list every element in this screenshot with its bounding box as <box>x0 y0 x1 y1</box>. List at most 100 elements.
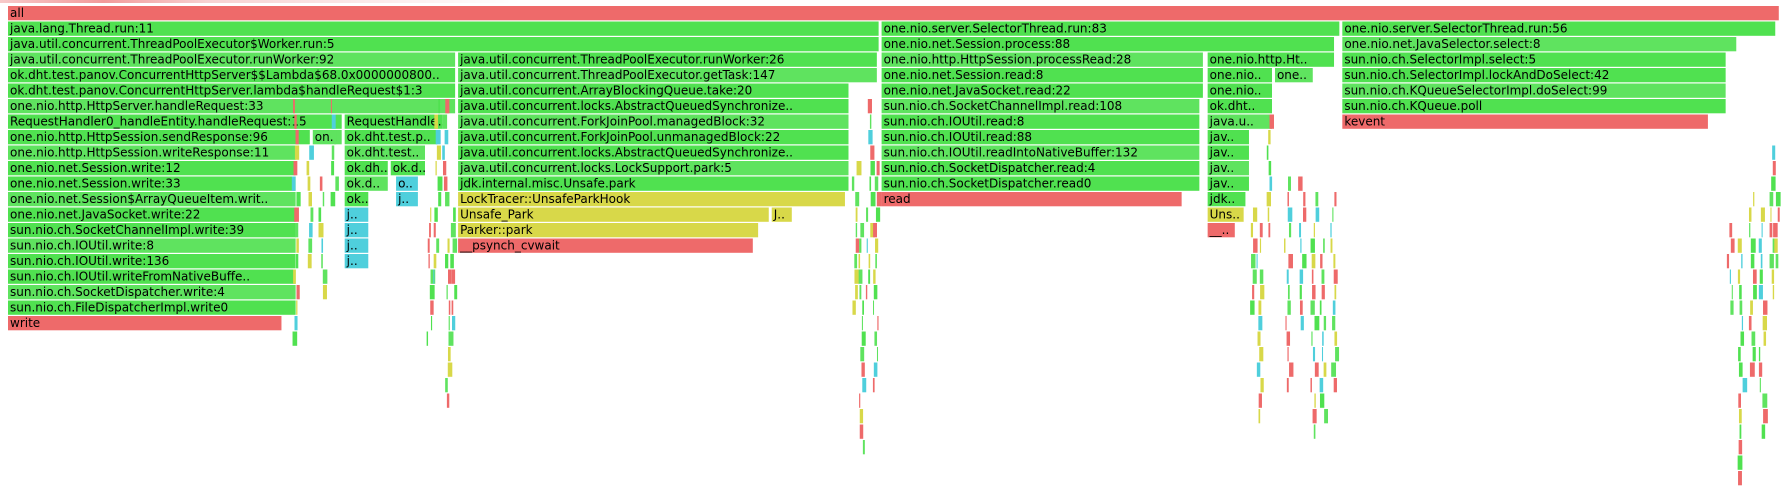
frame-68[interactable]: jav.. <box>1207 145 1249 160</box>
frame-65[interactable]: ok.dht.. <box>1207 99 1273 114</box>
frame-63[interactable]: one.. <box>1274 68 1313 83</box>
sliver-19-7 <box>1321 347 1324 362</box>
frame-72[interactable]: Uns.. <box>1207 207 1244 222</box>
frame-45[interactable]: Unsafe_Park <box>458 207 769 222</box>
frame-40[interactable]: java.util.concurrent.ForkJoinPool.unmana… <box>458 130 849 145</box>
frame-rect <box>1207 145 1249 160</box>
frame-15[interactable]: sun.nio.ch.IOUtil.write:8 <box>8 238 296 253</box>
frame-67[interactable]: jav.. <box>1207 130 1249 145</box>
frame-26[interactable]: ok.d.. <box>390 161 426 176</box>
frame-rect <box>8 161 296 176</box>
frame-24[interactable]: ok.dht.test.. <box>344 145 425 160</box>
frame-41[interactable]: java.util.concurrent.locks.AbstractQueue… <box>458 145 849 160</box>
frame-31[interactable]: j.. <box>344 238 369 253</box>
frame-76[interactable]: sun.nio.ch.SelectorImpl.select:5 <box>1342 52 1726 67</box>
frame-27[interactable]: ok.d.. <box>344 176 388 191</box>
frame-57[interactable]: sun.nio.ch.IOUtil.readIntoNativeBuffer:1… <box>881 145 1200 160</box>
frame-77[interactable]: sun.nio.ch.SelectorImpl.lockAndDoSelect:… <box>1342 68 1726 83</box>
frame-12[interactable]: one.nio.net.Session$ArrayQueueItem.writ.… <box>8 192 296 207</box>
frame-42[interactable]: java.util.concurrent.locks.LockSupport.p… <box>458 161 849 176</box>
frame-3[interactable]: java.util.concurrent.ThreadPoolExecutor.… <box>8 52 456 67</box>
frame-11[interactable]: one.nio.net.Session.write:33 <box>8 176 296 191</box>
frame-13[interactable]: one.nio.net.JavaSocket.write:22 <box>8 207 296 222</box>
frame-label: one.nio.http.HttpSession.sendResponse:96 <box>10 130 268 144</box>
frame-80[interactable]: kevent <box>1342 114 1708 129</box>
frame-16[interactable]: sun.nio.ch.IOUtil.write:136 <box>8 254 296 269</box>
frame-59[interactable]: sun.nio.ch.SocketDispatcher.read0 <box>881 176 1200 191</box>
sliver-22-13 <box>1738 440 1743 455</box>
frame-18[interactable]: sun.nio.ch.SocketDispatcher.write:4 <box>8 285 296 300</box>
frame-44[interactable]: LockTracer::UnsafeParkHook <box>458 192 845 207</box>
frame-54[interactable]: sun.nio.ch.SocketChannelImpl.read:108 <box>881 99 1200 114</box>
frame-25[interactable]: ok.dh.. <box>344 161 388 176</box>
sliver-10-5 <box>862 300 864 315</box>
sliver-25-4 <box>1770 207 1772 222</box>
frame-21[interactable]: on.. <box>312 130 342 145</box>
frame-78[interactable]: sun.nio.ch.KQueueSelectorImpl.doSelect:9… <box>1342 83 1726 98</box>
frame-2[interactable]: java.util.concurrent.ThreadPoolExecutor$… <box>8 37 879 52</box>
frame-46[interactable]: J.. <box>771 207 792 222</box>
frame-rect <box>8 21 879 36</box>
frame-47[interactable]: Parker::park <box>458 223 759 238</box>
frame-53[interactable]: one.nio.net.JavaSocket.read:22 <box>881 83 1203 98</box>
frame-rect <box>881 176 1200 191</box>
frame-28[interactable]: ok.. <box>344 192 369 207</box>
frame-75[interactable]: one.nio.net.JavaSelector.select:8 <box>1342 37 1737 52</box>
frame-17[interactable]: sun.nio.ch.IOUtil.writeFromNativeBuffe.. <box>8 269 296 284</box>
sliver-11-0 <box>867 99 872 114</box>
frame-32[interactable]: j.. <box>344 254 369 269</box>
frame-35[interactable]: java.util.concurrent.ThreadPoolExecutor.… <box>458 52 877 67</box>
frame-rect <box>881 161 1200 176</box>
frame-70[interactable]: jav.. <box>1207 176 1249 191</box>
sliver-18-7 <box>1310 300 1315 315</box>
sliver-2-6 <box>322 269 328 284</box>
frame-52[interactable]: one.nio.net.Session.read:8 <box>881 68 1203 83</box>
frame-14[interactable]: sun.nio.ch.SocketChannelImpl.write:39 <box>8 223 296 238</box>
frame-33[interactable]: o.. <box>396 176 418 191</box>
frame-label: ok.. <box>347 192 369 206</box>
frame-61[interactable]: one.nio.http.Ht.. <box>1207 52 1335 67</box>
frame-56[interactable]: sun.nio.ch.IOUtil.read:88 <box>881 130 1200 145</box>
frame-50[interactable]: one.nio.net.Session.process:88 <box>881 37 1335 52</box>
frame-4[interactable]: ok.dht.test.panov.ConcurrentHttpServer$$… <box>8 68 456 83</box>
frame-19[interactable]: sun.nio.ch.FileDispatcherImpl.write0 <box>8 300 296 315</box>
sliver-17-5 <box>1302 254 1307 269</box>
frame-69[interactable]: jav.. <box>1207 161 1249 176</box>
frame-34[interactable]: j.. <box>396 192 418 207</box>
frame-22[interactable]: RequestHandle.. <box>344 114 446 129</box>
frame-51[interactable]: one.nio.http.HttpSession.processRead:28 <box>881 52 1203 67</box>
frame-62[interactable]: one.nio.. <box>1207 68 1273 83</box>
sliver-12-7 <box>873 269 876 284</box>
frame-58[interactable]: sun.nio.ch.SocketDispatcher.read:4 <box>881 161 1200 176</box>
frame-66[interactable]: java.u.. <box>1207 114 1273 129</box>
frame-74[interactable]: one.nio.server.SelectorThread.run:56 <box>1342 21 1776 36</box>
frame-0[interactable]: all <box>8 6 1779 21</box>
frame-8[interactable]: one.nio.http.HttpSession.sendResponse:96 <box>8 130 310 145</box>
frame-rect <box>1342 21 1776 36</box>
frame-7[interactable]: RequestHandler0_handleEntity.handleReque… <box>8 114 342 129</box>
frame-55[interactable]: sun.nio.ch.IOUtil.read:8 <box>881 114 1200 129</box>
frame-23[interactable]: ok.dht.test.p.. <box>344 130 438 145</box>
frame-37[interactable]: java.util.concurrent.ArrayBlockingQueue.… <box>458 83 849 98</box>
frame-49[interactable]: one.nio.server.SelectorThread.run:83 <box>881 21 1340 36</box>
frame-60[interactable]: read <box>881 192 1182 207</box>
frame-36[interactable]: java.util.concurrent.ThreadPoolExecutor.… <box>458 68 877 83</box>
frame-30[interactable]: j.. <box>344 223 369 238</box>
frame-79[interactable]: sun.nio.ch.KQueue.poll <box>1342 99 1726 114</box>
frame-38[interactable]: java.util.concurrent.locks.AbstractQueue… <box>458 99 849 114</box>
frame-10[interactable]: one.nio.net.Session.write:12 <box>8 161 296 176</box>
frame-6[interactable]: one.nio.http.HttpServer.handleRequest:33 <box>8 99 456 114</box>
sliver-5-3 <box>450 254 454 269</box>
frame-5[interactable]: ok.dht.test.panov.ConcurrentHttpServer.l… <box>8 83 456 98</box>
frame-9[interactable]: one.nio.http.HttpSession.writeResponse:1… <box>8 145 296 160</box>
frame-39[interactable]: java.util.concurrent.ForkJoinPool.manage… <box>458 114 849 129</box>
frame-29[interactable]: j.. <box>344 207 369 222</box>
frame-20[interactable]: write <box>8 316 282 331</box>
frame-64[interactable]: one.nio.. <box>1207 83 1273 98</box>
frame-71[interactable]: jdk.. <box>1207 192 1246 207</box>
frame-1[interactable]: java.lang.Thread.run:11 <box>8 21 879 36</box>
sliver-24-10 <box>1758 362 1763 377</box>
frame-43[interactable]: jdk.internal.misc.Unsafe.park <box>458 176 849 191</box>
frame-73[interactable]: __.. <box>1207 223 1235 238</box>
frame-48[interactable]: __psynch_cvwait <box>458 238 753 253</box>
